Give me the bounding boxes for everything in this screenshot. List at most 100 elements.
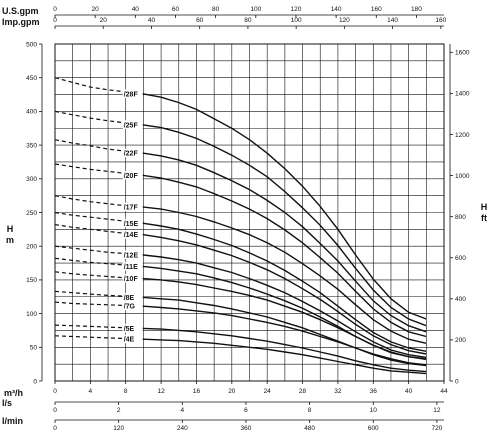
curve-solid-segment — [125, 172, 427, 338]
y-right-tick-label: 400 — [455, 296, 466, 303]
y-right-axis-title-letter: H — [481, 202, 488, 212]
curve-label: /17F — [124, 205, 139, 212]
y-left-tick-label: 350 — [26, 142, 37, 149]
y-right-tick-label: 600 — [455, 255, 466, 262]
x-tick-label: 20 — [228, 388, 236, 395]
x-tick-label: 40 — [405, 388, 413, 395]
curve-label: /12E — [124, 252, 139, 259]
y-left-tick-label: 500 — [26, 41, 37, 48]
curve-solid-segment — [125, 327, 427, 373]
curve-label-background — [122, 89, 143, 98]
x-tick-label: 44 — [440, 388, 448, 395]
y-right-tick-label: 1400 — [455, 91, 470, 98]
top-axis-tick-label: 80 — [212, 6, 220, 13]
x-tick-label: 24 — [264, 388, 272, 395]
curve-label-background — [122, 202, 143, 212]
bottom-axis-tick-label: 0 — [53, 407, 57, 414]
curve-dashed-segment — [54, 290, 126, 297]
curve-dashed-segment — [54, 301, 126, 307]
top-axis-tick-label: 140 — [387, 17, 398, 24]
y-left-tick-label: 100 — [26, 311, 37, 318]
curve-dashed-segment — [54, 257, 126, 266]
bottom-axis-tick-label: 12 — [433, 407, 441, 414]
curve-solid-segment — [125, 277, 427, 360]
top-axis-tick-label: 120 — [339, 17, 350, 24]
top-axis-tick-label: 140 — [331, 6, 342, 13]
curve-label-background — [122, 323, 143, 333]
curve-solid-segment — [125, 150, 427, 333]
curve-label: /5E — [124, 326, 135, 333]
bottom-axis-tick-label: 10 — [370, 407, 378, 414]
y-left-axis-title-unit: m — [6, 235, 14, 245]
y-left-tick-label: 200 — [26, 244, 37, 251]
top-axis-tick-label: 40 — [148, 17, 156, 24]
top-axis-tick-label: 180 — [411, 6, 422, 13]
x-tick-label: 28 — [299, 388, 307, 395]
series-layer — [54, 77, 427, 375]
y-left-axis-title-letter: H — [7, 224, 14, 234]
curve-label: /22F — [124, 151, 139, 158]
bottom-axis-tick-label: 120 — [113, 425, 124, 432]
y-left-tick-label: 150 — [26, 277, 37, 284]
y-right-axis-title-unit: ft — [481, 213, 487, 223]
curve-dashed-segment — [54, 195, 126, 207]
curve-label: /8E — [124, 295, 135, 302]
curve-solid-segment — [125, 304, 427, 366]
curve-label: /15E — [124, 221, 139, 228]
curve-dashed-segment — [54, 163, 126, 174]
top-axis-tick-label: 160 — [371, 6, 382, 13]
y-left-tick-label: 250 — [26, 210, 37, 217]
top-axis-tick-label: 100 — [291, 17, 302, 24]
top-axis-tick-label: 60 — [196, 17, 204, 24]
x-tick-label: 4 — [89, 388, 93, 395]
x-tick-label: 12 — [157, 388, 165, 395]
y-left-tick-label: 300 — [26, 176, 37, 183]
curve-solid-segment — [125, 232, 427, 355]
curve-label-background — [122, 230, 143, 239]
bottom-axis-tick-label: 8 — [308, 407, 312, 414]
curve-label-background — [122, 148, 143, 158]
curve-label-background — [122, 120, 143, 129]
axes-layer: 050100150200250300350400450500Hm02004006… — [2, 6, 487, 432]
y-right-tick-label: 1000 — [455, 173, 470, 180]
curve-dashed-segment — [54, 139, 126, 152]
top-axis-tick-label: 60 — [172, 6, 180, 13]
bottom-axis-tick-label: 0 — [53, 425, 57, 432]
y-left-tick-label: 50 — [30, 345, 38, 352]
curve-label-background — [122, 250, 143, 259]
labels-layer: /28F/25F/22F/20F/17F/15E/14E/12E/11E/10F… — [122, 89, 143, 344]
top-axis-tick-label: 20 — [100, 17, 108, 24]
curve-label: /25F — [124, 122, 139, 129]
curve-solid-segment — [125, 122, 427, 327]
top-axis-title: Imp.gpm — [2, 17, 40, 27]
curve-dashed-segment — [54, 224, 126, 234]
curve-dashed-segment — [54, 110, 126, 124]
x-tick-label: 32 — [334, 388, 342, 395]
bottom-axis-tick-label: 240 — [177, 425, 188, 432]
curve-dashed-segment — [54, 77, 126, 93]
curve-label-background — [122, 170, 143, 180]
curve-label: /14E — [124, 232, 139, 239]
y-left-tick-label: 0 — [33, 378, 37, 385]
curve-label-background — [122, 274, 143, 283]
curve-solid-segment — [125, 252, 427, 359]
x-tick-label: 36 — [370, 388, 378, 395]
curve-solid-segment — [125, 337, 427, 375]
curve-label: /4E — [124, 337, 135, 344]
curve-label: /20F — [124, 173, 139, 180]
x-tick-label: 0 — [53, 388, 57, 395]
curve-solid-segment — [125, 295, 427, 367]
y-left-tick-label: 400 — [26, 109, 37, 116]
curve-dashed-segment — [54, 271, 126, 279]
curve-dashed-segment — [54, 324, 126, 329]
bottom-axis-tick-label: 2 — [117, 407, 121, 414]
bottom-axis-tick-label: 6 — [244, 407, 248, 414]
top-axis-tick-label: 160 — [435, 17, 446, 24]
curve-dashed-segment — [54, 245, 126, 255]
x-tick-label: 8 — [124, 388, 128, 395]
grid-layer — [54, 43, 445, 382]
top-axis-title: U.S.gpm — [2, 6, 39, 16]
curve-solid-segment — [125, 205, 427, 344]
